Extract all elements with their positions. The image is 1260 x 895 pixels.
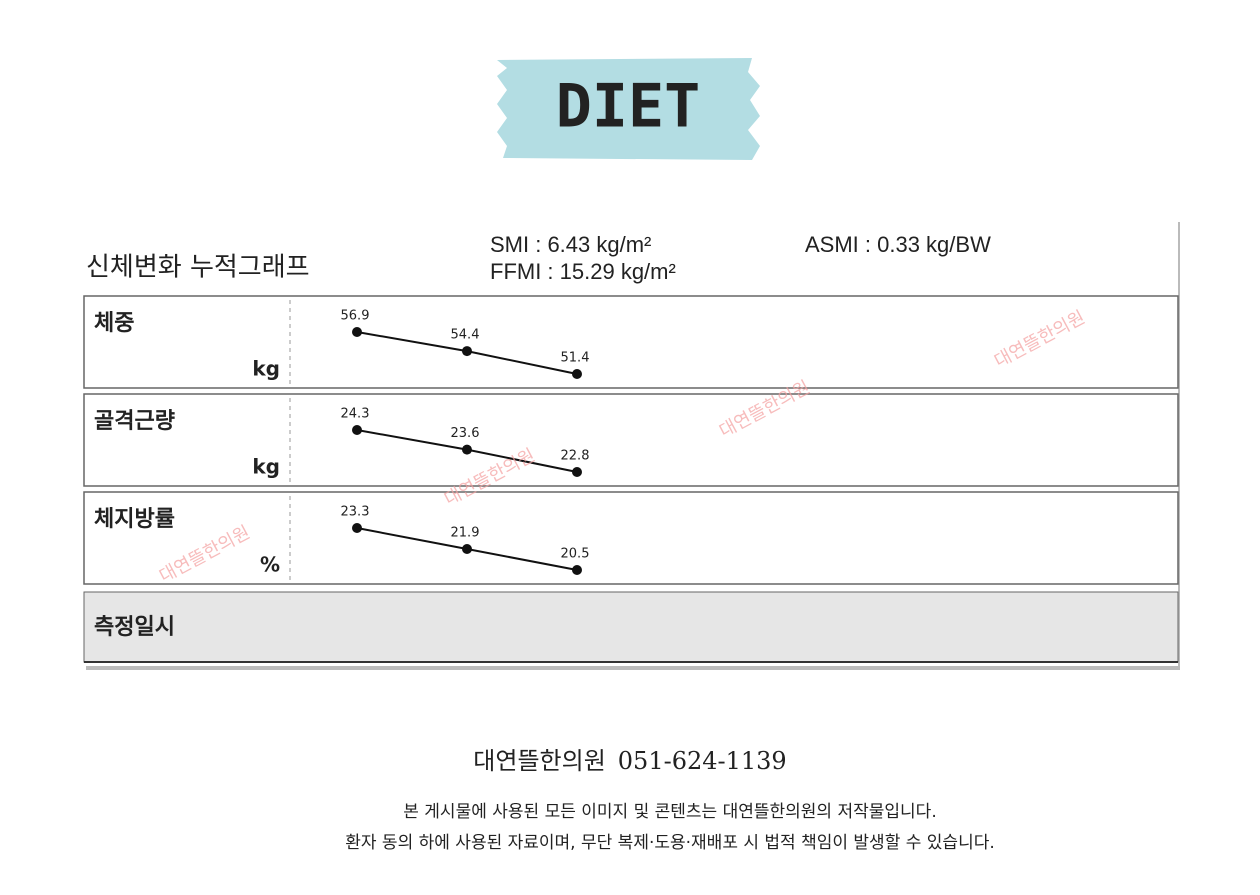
- point: [352, 523, 362, 533]
- row-unit: %: [260, 553, 280, 577]
- value-label: 24.3: [341, 407, 370, 422]
- value-label: 51.4: [561, 351, 590, 366]
- point: [352, 425, 362, 435]
- point: [352, 327, 362, 337]
- point: [572, 369, 582, 379]
- value-label: 23.6: [451, 426, 480, 441]
- row-box: [83, 491, 1179, 585]
- value-label: 22.8: [561, 449, 590, 464]
- smi: SMI : 6.43 kg/m²: [490, 232, 651, 257]
- value-label: 56.9: [341, 309, 370, 324]
- note: 환자 동의 하에 사용된 자료이며, 무단 복제·도용·재배포 시 법적 책임이…: [345, 833, 995, 853]
- row-label: 체지방률: [94, 507, 175, 532]
- panel-heading: 신체변화 누적그래프: [86, 253, 310, 283]
- point: [572, 565, 582, 575]
- phone: 051-624-1139: [618, 747, 787, 775]
- point: [462, 346, 472, 357]
- ffmi: FFMI : 15.29 kg/m²: [490, 259, 676, 284]
- tape-banner: [497, 58, 760, 160]
- row-box: [83, 295, 1179, 389]
- row-label: 골격근량: [94, 409, 175, 434]
- row-unit: kg: [252, 357, 280, 381]
- row-unit: kg: [252, 455, 280, 479]
- row-box: [83, 393, 1179, 487]
- value-label: 23.3: [341, 505, 370, 520]
- clinic-contact: 대연뜰한의원 051-624-1139: [473, 747, 786, 775]
- banner-title: DIET: [556, 72, 701, 142]
- value-label: 20.5: [561, 547, 590, 562]
- row-label: 체중: [94, 311, 134, 336]
- date-label: 측정일시: [94, 615, 175, 640]
- asmi: ASMI : 0.33 kg/BW: [805, 232, 991, 257]
- point: [462, 544, 472, 554]
- point: [462, 444, 472, 455]
- value-label: 54.4: [451, 328, 480, 343]
- date-row: [83, 591, 1179, 663]
- value-label: 21.9: [451, 526, 480, 541]
- note: 본 게시물에 사용된 모든 이미지 및 콘텐츠는 대연뜰한의원의 저작물입니다.: [403, 802, 936, 822]
- point: [572, 467, 582, 477]
- clinic-name: 대연뜰한의원: [473, 747, 605, 775]
